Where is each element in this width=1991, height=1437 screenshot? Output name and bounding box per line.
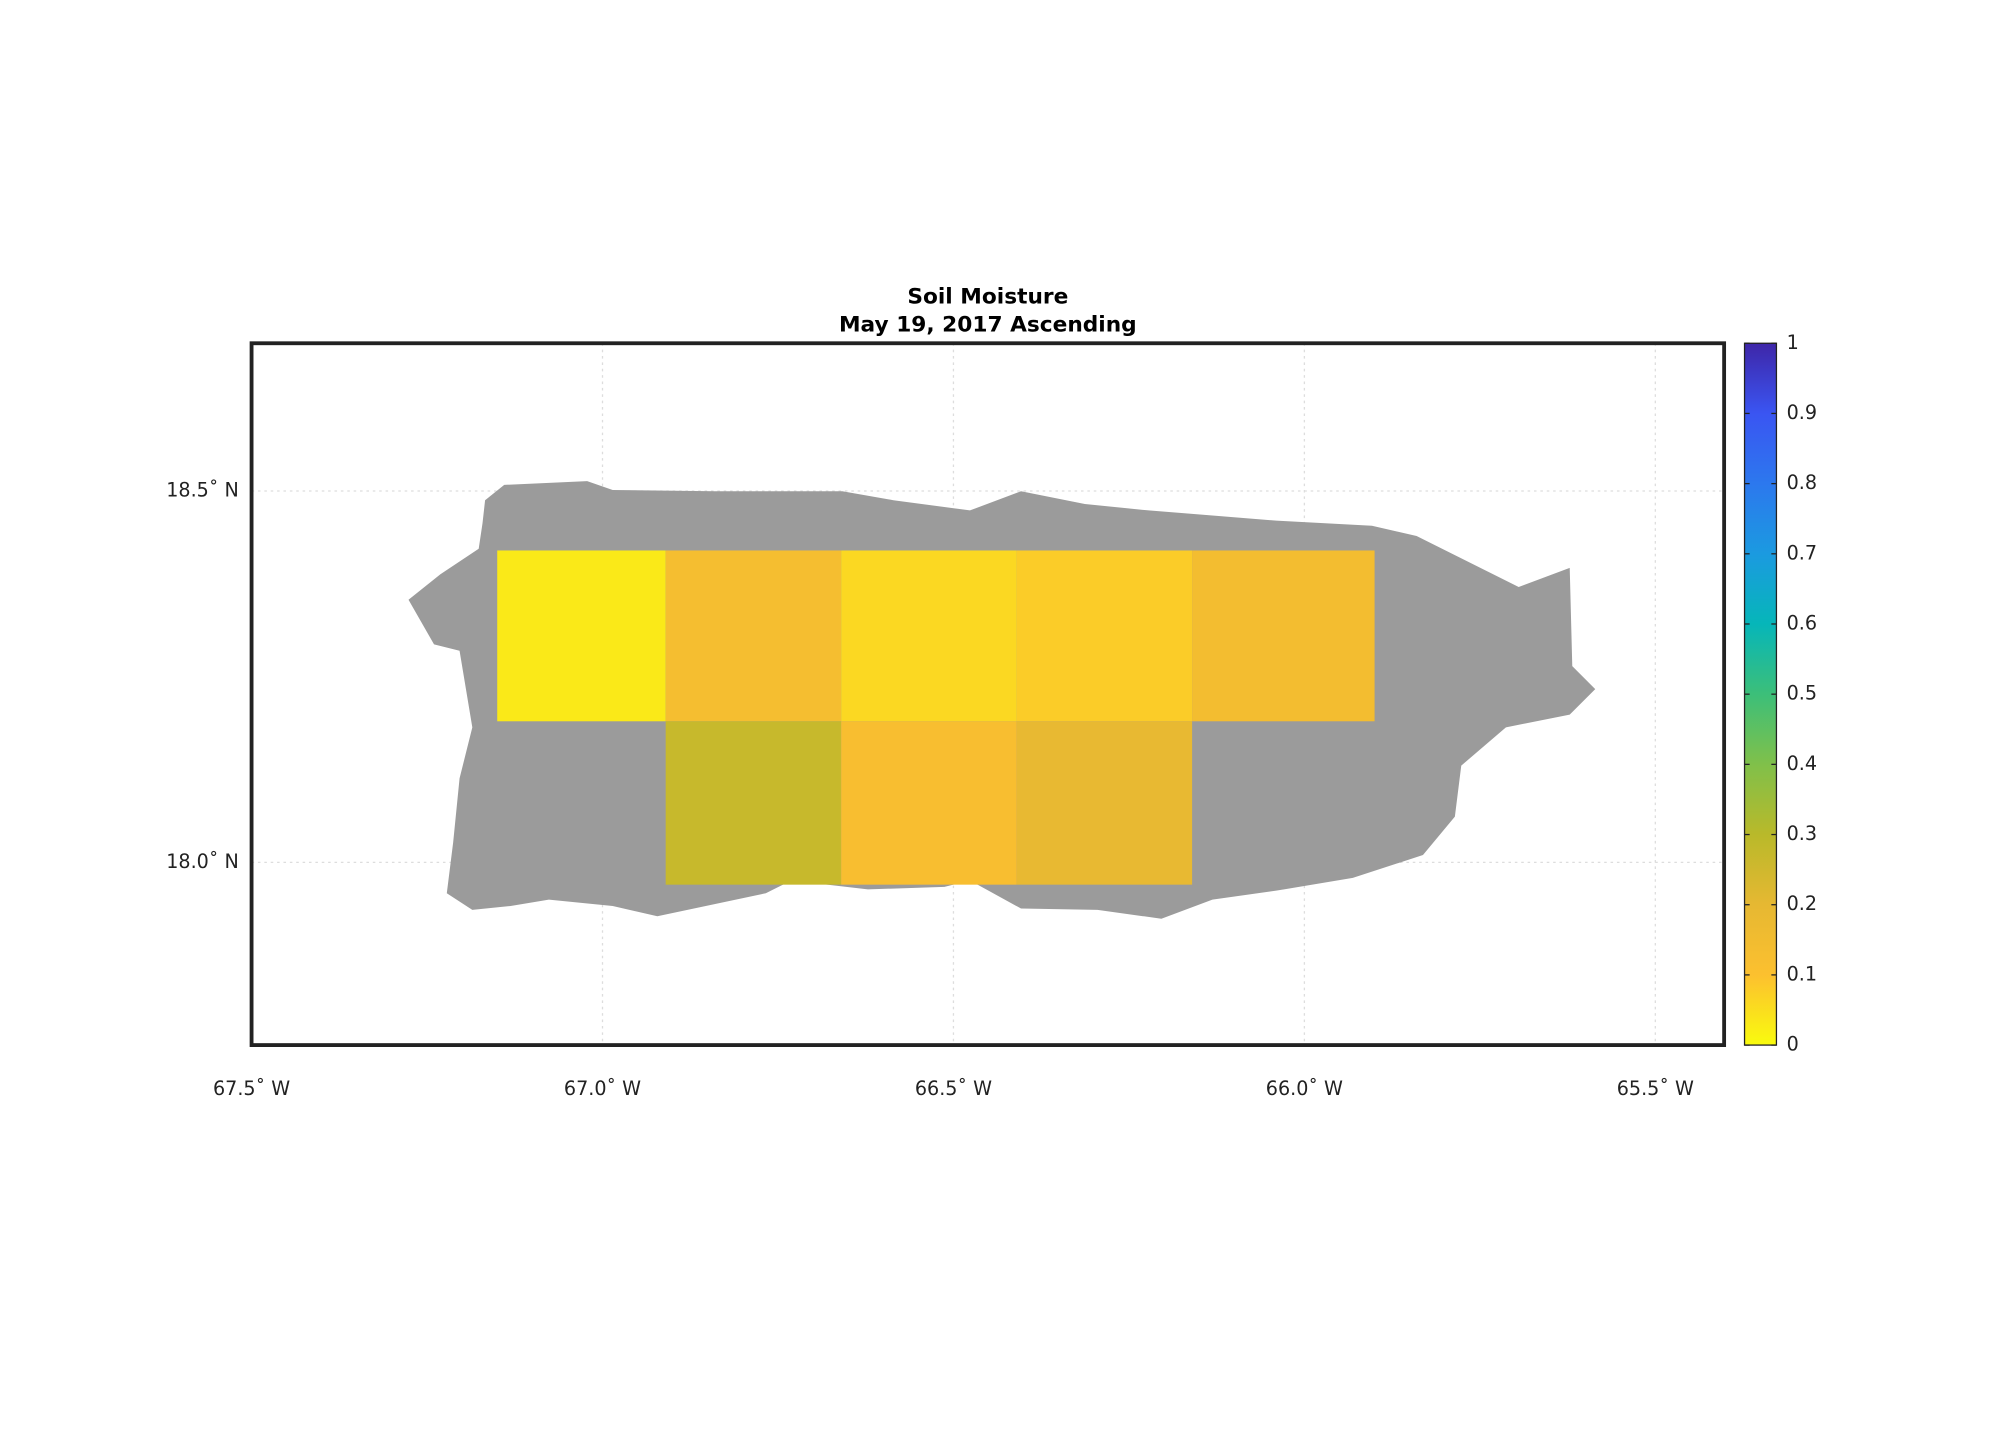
colorbar-tick-label: 0.2 — [1787, 892, 1817, 915]
chart-subtitle: May 19, 2017 Ascending — [839, 312, 1137, 337]
colorbar-tick-label: 0.3 — [1787, 822, 1817, 845]
x-tick-label: 65.5˚ W — [1617, 1077, 1694, 1100]
grid-cell — [665, 721, 842, 885]
grid-cell — [1016, 550, 1193, 722]
cells — [497, 550, 1375, 885]
colorbar-tick-label: 0.6 — [1787, 611, 1817, 634]
grid-cell — [841, 721, 1017, 885]
grid-cell — [497, 550, 666, 722]
colorbar-tick-label: 0.9 — [1787, 401, 1817, 424]
x-tick-label: 66.5˚ W — [915, 1077, 992, 1100]
x-tick-label: 66.0˚ W — [1266, 1077, 1343, 1100]
x-tick-label: 67.5˚ W — [213, 1077, 290, 1100]
x-tick-label: 67.0˚ W — [564, 1077, 641, 1100]
grid-cell — [1192, 550, 1375, 722]
colorbar-tick-label: 0.8 — [1787, 471, 1817, 494]
colorbar-tick-label: 1 — [1787, 331, 1799, 354]
grid-cell — [1016, 721, 1193, 885]
y-tick-label: 18.0˚ N — [166, 850, 239, 873]
y-tick-label: 18.5˚ N — [166, 479, 239, 502]
colorbar-tick-label: 0.7 — [1787, 541, 1817, 564]
chart-title: Soil Moisture — [907, 284, 1068, 309]
colorbar-tick-label: 0.5 — [1787, 682, 1817, 705]
grid-cell — [665, 550, 842, 722]
map-frame — [249, 341, 1727, 1047]
grid-cell — [841, 550, 1017, 722]
colorbar-tick-label: 0.4 — [1787, 752, 1817, 775]
colorbar-tick-label: 0 — [1787, 1033, 1799, 1056]
colorbar-tick-label: 0.1 — [1787, 962, 1817, 985]
